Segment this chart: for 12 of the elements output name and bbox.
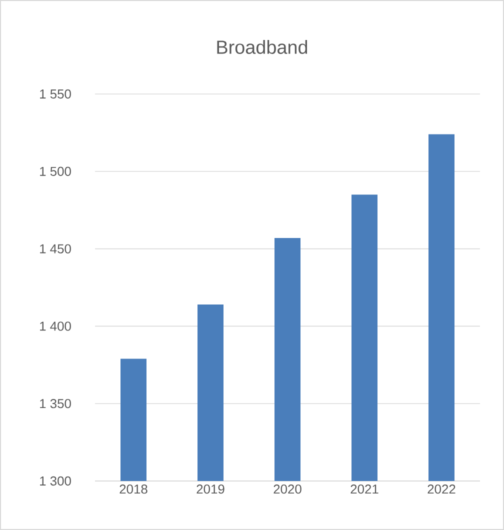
chart-title: Broadband: [217, 40, 308, 54]
x-tick-label: 2022: [428, 484, 456, 494]
y-tick-label: 1 500: [40, 166, 71, 176]
x-tick-label: 2021: [350, 484, 378, 494]
y-tick-label: 1 350: [40, 399, 71, 408]
x-tick-label: 2020: [274, 484, 302, 494]
x-tick-label: 2019: [196, 484, 224, 494]
y-tick-label: 1 400: [40, 322, 71, 331]
y-tick-label: 1 450: [40, 244, 71, 254]
y-tick-label: 1 300: [40, 476, 71, 486]
y-tick-label: 1 550: [40, 89, 71, 99]
x-tick-label: 2018: [120, 484, 148, 494]
